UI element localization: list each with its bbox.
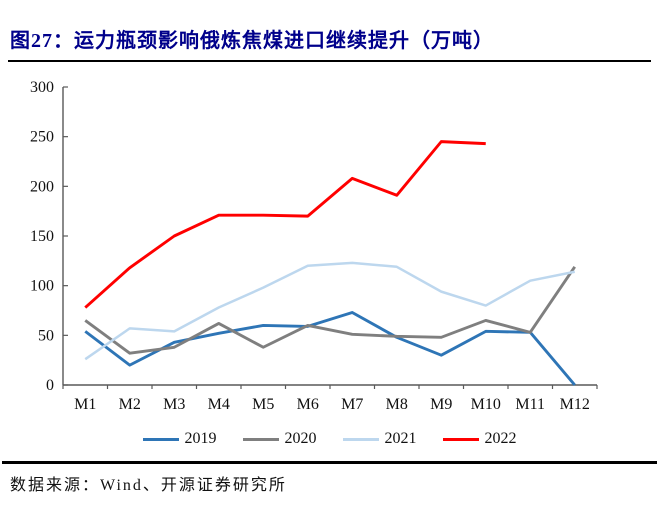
title-divider [8,60,651,62]
x-tick-label: M6 [297,396,319,413]
x-tick-label: M11 [515,396,545,413]
figure-title: 图27：运力瓶颈影响俄炼焦煤进口继续提升（万吨） [10,30,494,52]
legend-swatch-2022 [442,437,479,441]
y-tick-label: 50 [38,327,54,344]
legend-item-2019: 2019 [142,430,217,448]
legend-label: 2021 [384,430,417,447]
series-line-2022 [84,140,486,309]
x-tick-label: M10 [471,396,501,413]
y-tick-label: 200 [30,178,54,195]
chart-legend: 2019 2020 2021 2022 [0,430,659,448]
series-line-2021 [84,261,575,361]
y-tick-label: 0 [46,377,54,394]
legend-item-2020: 2020 [242,430,317,448]
x-tick-label: M3 [163,396,185,413]
line-chart: 0 50 100 150 200 250 300 M1 M2 M3 M4 M5 M6 M7 M8 M9 M10 M… [30,79,598,413]
legend-label: 2020 [284,430,317,447]
legend-label: 2022 [484,430,517,447]
x-tick-label: M5 [252,396,274,413]
series-line-2019 [84,311,576,386]
x-tick-label: M2 [119,396,141,413]
x-tick-label: M1 [74,396,96,413]
y-tick-label: 100 [30,278,54,295]
x-tick-label: M7 [341,396,363,413]
y-tick-label: 150 [30,228,54,245]
footer-divider [2,461,657,464]
x-tick-label: M12 [560,396,590,413]
legend-item-2021: 2021 [342,430,417,448]
legend-swatch-2020 [242,437,279,441]
legend-swatch-2019 [142,437,179,441]
x-tick-label: M4 [208,396,230,413]
legend-swatch-2021 [342,437,379,441]
legend-label: 2019 [184,430,217,447]
series-line-2020 [84,265,576,355]
legend-item-2022: 2022 [442,430,517,448]
x-tick-label: M9 [430,396,452,413]
x-tick-label: M8 [386,396,408,413]
y-tick-label: 300 [30,79,54,96]
data-source: 数据来源：Wind、开源证券研究所 [10,477,287,494]
y-tick-label: 250 [30,129,54,146]
